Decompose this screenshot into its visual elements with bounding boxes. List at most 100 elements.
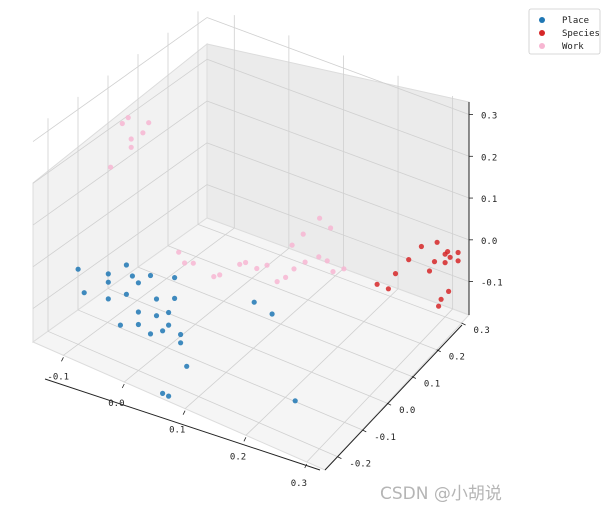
point-work-23 bbox=[264, 262, 270, 268]
point-place-19 bbox=[172, 275, 178, 281]
x-grid-floor-2 bbox=[184, 268, 344, 409]
point-species-11 bbox=[447, 254, 453, 260]
grid-lines bbox=[32, 11, 470, 463]
legend-marker-species bbox=[539, 30, 545, 36]
point-place-3 bbox=[105, 271, 111, 277]
z-tick-label-2: 0.1 bbox=[481, 195, 497, 205]
point-place-9 bbox=[135, 309, 141, 315]
z-grid-left-4 bbox=[32, 17, 208, 142]
point-work-8 bbox=[182, 260, 188, 266]
x-ticks: -0.1 0.0 0.1 0.2 0.3 bbox=[47, 357, 308, 489]
point-place-6 bbox=[117, 322, 123, 328]
point-work-16 bbox=[283, 274, 289, 280]
y-grid-floor-3 bbox=[137, 266, 413, 377]
data-points bbox=[75, 115, 461, 404]
x-grid-floor-1 bbox=[123, 248, 290, 383]
x-tick-mark-4 bbox=[304, 463, 308, 469]
point-work-12 bbox=[237, 261, 243, 267]
y-tick-mark-4 bbox=[436, 349, 441, 353]
point-work-1 bbox=[125, 115, 131, 121]
y-grid-floor-1 bbox=[77, 309, 363, 431]
point-place-16 bbox=[160, 328, 166, 334]
point-place-12 bbox=[147, 331, 154, 337]
z-grid-back-3 bbox=[206, 58, 470, 157]
point-species-12 bbox=[455, 258, 461, 264]
point-place-23 bbox=[184, 363, 190, 369]
point-place-24 bbox=[160, 390, 166, 396]
x-axis-line bbox=[44, 378, 321, 471]
y-ticks: -0.2 -0.1 0.0 0.1 0.2 0.3 bbox=[337, 322, 490, 470]
z-grid-left-3 bbox=[32, 58, 208, 184]
legend-label-species: Species bbox=[562, 29, 600, 39]
point-work-10 bbox=[211, 274, 217, 280]
point-work-11 bbox=[217, 272, 223, 278]
legend-marker-place bbox=[539, 17, 545, 23]
point-work-7 bbox=[176, 249, 182, 255]
point-place-0 bbox=[75, 266, 81, 272]
z-tick-label-0: -0.1 bbox=[481, 279, 503, 289]
y-grid-floor-5 bbox=[197, 224, 462, 324]
x-grid-floor-3 bbox=[245, 288, 399, 436]
legend-label-work: Work bbox=[562, 42, 584, 52]
y-tick-mark-2 bbox=[386, 402, 392, 406]
point-work-14 bbox=[254, 265, 260, 272]
point-place-7 bbox=[123, 262, 129, 268]
point-work-2 bbox=[128, 136, 134, 142]
point-place-1 bbox=[81, 290, 87, 296]
point-work-6 bbox=[108, 164, 114, 170]
z-grid-back-4 bbox=[206, 17, 470, 115]
x-tick-mark-3 bbox=[243, 437, 247, 442]
point-work-13 bbox=[243, 259, 249, 266]
point-species-3 bbox=[406, 257, 412, 263]
point-place-18 bbox=[166, 309, 172, 316]
watermark: CSDN @小胡说 bbox=[380, 484, 502, 504]
point-place-27 bbox=[269, 311, 275, 317]
point-work-26 bbox=[317, 215, 323, 221]
point-species-10 bbox=[442, 260, 448, 266]
y-grid-floor-2 bbox=[107, 288, 388, 404]
point-place-21 bbox=[178, 331, 184, 338]
point-work-9 bbox=[190, 260, 196, 266]
point-work-22 bbox=[341, 266, 347, 272]
legend-label-place: Place bbox=[562, 16, 589, 26]
point-place-26 bbox=[251, 299, 257, 305]
point-species-4 bbox=[418, 243, 424, 250]
point-place-13 bbox=[147, 272, 154, 279]
y-tick-label-5: 0.3 bbox=[474, 326, 490, 336]
point-species-6 bbox=[431, 259, 438, 265]
y-tick-label-0: -0.2 bbox=[349, 460, 371, 470]
y-tick-mark-5 bbox=[461, 322, 466, 326]
legend: Place Species Work bbox=[528, 8, 601, 55]
point-species-15 bbox=[438, 296, 444, 302]
point-place-8 bbox=[129, 273, 135, 279]
z-grid-left-1 bbox=[32, 142, 208, 268]
point-work-21 bbox=[330, 269, 336, 275]
axes bbox=[44, 102, 470, 471]
point-place-20 bbox=[172, 295, 178, 301]
legend-box bbox=[528, 8, 601, 55]
x-tick-label-3: 0.2 bbox=[230, 452, 246, 462]
point-species-13 bbox=[455, 249, 461, 256]
point-work-27 bbox=[328, 225, 334, 231]
point-species-14 bbox=[446, 288, 452, 294]
y-tick-label-1: -0.1 bbox=[374, 433, 396, 443]
point-work-3 bbox=[128, 144, 134, 150]
x-grid-floor-0 bbox=[63, 227, 235, 356]
x-tick-label-0: -0.1 bbox=[47, 372, 69, 382]
point-place-17 bbox=[166, 322, 172, 328]
y-tick-mark-1 bbox=[362, 429, 367, 433]
z-tick-label-1: 0.0 bbox=[481, 237, 497, 247]
y-tick-label-4: 0.2 bbox=[449, 353, 465, 363]
legend-marker-work bbox=[539, 43, 545, 49]
point-place-10 bbox=[135, 321, 141, 328]
point-place-5 bbox=[123, 291, 129, 297]
x-tick-mark-1 bbox=[121, 383, 125, 389]
point-species-1 bbox=[385, 286, 391, 292]
point-work-20 bbox=[324, 258, 330, 264]
point-place-11 bbox=[135, 280, 141, 286]
point-place-2 bbox=[105, 279, 111, 285]
x-tick-label-2: 0.1 bbox=[169, 426, 185, 436]
point-place-25 bbox=[166, 393, 172, 399]
z-grid-back-2 bbox=[206, 100, 470, 199]
